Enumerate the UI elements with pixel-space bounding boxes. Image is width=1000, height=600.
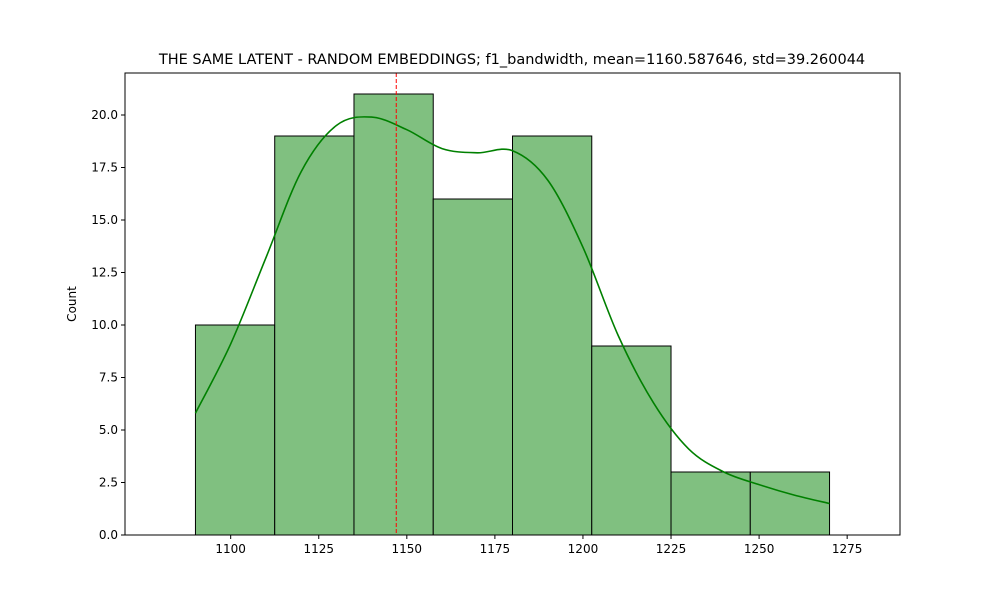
x-ticks-group: 1100 1125 1150 1175 1200 1225 1250 1275 [215,535,862,556]
y-tick-label: 2.5 [99,476,118,490]
y-tick-label: 17.5 [91,161,118,175]
histogram-bar [353,93,434,536]
y-tick-label: 0.0 [99,528,118,542]
y-ticks-group: 0.0 2.5 5.0 7.5 10.0 12.5 15.0 17.5 20.0 [91,108,125,542]
bars-group [194,93,831,536]
y-tick-label: 10.0 [91,318,118,332]
x-tick-label: 1200 [568,542,599,556]
histogram-bar [274,135,355,536]
kde-group [194,116,830,505]
y-tick-label: 12.5 [91,266,118,280]
histogram-bar [749,471,831,536]
x-tick-label: 1250 [744,542,775,556]
chart-title: THE SAME LATENT - RANDOM EMBEDDINGS; f1_… [158,52,865,68]
histogram-bar [432,198,514,536]
y-tick-label: 20.0 [91,108,118,122]
x-tick-label: 1175 [480,542,511,556]
y-tick-label: 7.5 [99,371,118,385]
y-tick-label: 5.0 [99,423,118,437]
histogram-bar [591,345,672,536]
y-tick-label: 15.0 [91,213,118,227]
histogram-bar [194,324,276,536]
histogram-bar [670,471,751,536]
plot-frame [124,72,901,536]
x-tick-label: 1125 [303,542,334,556]
x-tick-label: 1225 [656,542,687,556]
histogram-bar [512,135,593,536]
x-tick-label: 1150 [392,542,423,556]
kde-line [194,116,830,505]
y-axis-label: Count [65,286,79,322]
x-tick-label: 1275 [832,542,863,556]
x-tick-label: 1100 [215,542,246,556]
